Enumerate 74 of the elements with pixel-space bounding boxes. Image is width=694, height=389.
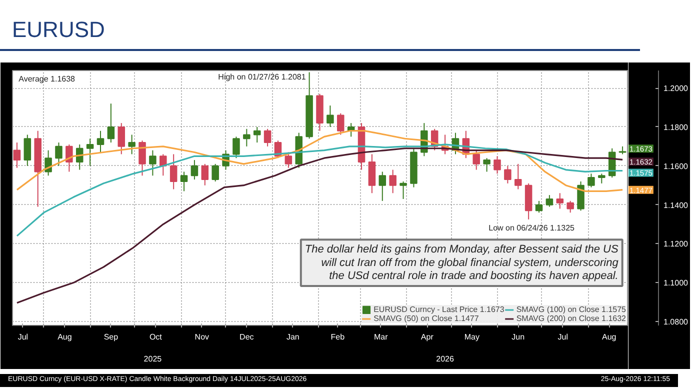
x-tick-label: Apr	[420, 332, 434, 342]
x-tick-label: Feb	[330, 332, 346, 342]
candlestick	[588, 173, 595, 188]
candlestick	[253, 126, 261, 144]
candlestick	[389, 169, 396, 194]
candlestick	[326, 105, 334, 128]
candlestick	[55, 142, 62, 166]
x-tick-label: Nov	[194, 332, 210, 342]
legend-label: EURUSD Curncy - Last Price 1.1673	[374, 305, 504, 314]
candlestick	[483, 158, 490, 172]
candlestick	[180, 171, 188, 192]
candlestick	[368, 154, 376, 194]
candlestick	[504, 165, 512, 184]
annotation: Average 1.1638	[18, 74, 76, 84]
candlestick	[232, 136, 240, 159]
candlestick	[598, 173, 606, 184]
candlestick	[107, 103, 115, 144]
candlestick	[160, 154, 167, 176]
candlestick	[400, 180, 407, 200]
y-tick-label: 1.2000	[664, 84, 689, 94]
candlestick	[13, 142, 21, 168]
x-tick-label: Sep	[104, 332, 119, 342]
legend-label: SMAVG (200) on Close 1.1632	[516, 314, 626, 323]
y-tick-label: 1.1000	[664, 278, 689, 288]
annotation: High on 01/27/26 1.2081	[218, 72, 306, 82]
candlestick	[86, 138, 94, 166]
candlestick	[243, 128, 250, 147]
candlestick	[170, 154, 178, 190]
candlestick	[138, 140, 146, 176]
candlestick	[24, 134, 32, 166]
candlestick	[577, 180, 584, 212]
candlestick	[472, 150, 480, 170]
chart-title: EURUSD	[0, 0, 640, 52]
y-tick-label: 1.1200	[664, 240, 689, 249]
legend-label: SMAVG (50) on Close 1.1477	[374, 314, 479, 323]
annotation: The dollar held its gains from Monday, after Bessent said the US will cut Iran off from the global financial system, underscoring the USd central role in trade and boosting its haven appeal.	[304, 244, 620, 282]
annotation: Low on 06/24/26 1.1325	[488, 223, 576, 232]
x-tick-label: Dec	[240, 332, 254, 342]
legend-label: SMAVG (100) on Close 1.1575	[516, 305, 626, 314]
y-tick-label: 1.1400	[664, 200, 689, 210]
candlestick	[264, 128, 272, 147]
candlestick	[212, 163, 219, 182]
y-tick-label: 1.1600	[664, 162, 689, 171]
candlestick	[190, 160, 198, 180]
candlestick	[76, 144, 84, 170]
candlestick	[566, 200, 574, 214]
x2-tick-label: 2026	[436, 354, 454, 364]
candlestick	[118, 122, 126, 155]
x-tick-label: Aug	[58, 332, 72, 342]
candlestick	[201, 163, 209, 186]
candlestick	[546, 194, 554, 208]
candlestick	[96, 130, 104, 153]
candlestick	[378, 171, 386, 202]
candlestick	[44, 150, 52, 176]
x-tick-label: Jun	[512, 332, 525, 342]
candlestick	[284, 152, 292, 168]
x-tick-label: Jul	[558, 332, 568, 342]
candlestick	[128, 134, 136, 155]
x-tick-label: Oct	[149, 332, 163, 342]
candlestick	[556, 192, 564, 210]
y-tick-label: 1.1800	[664, 122, 689, 132]
x-tick-label: Jul	[18, 332, 28, 342]
y-tick-label: 1.0800	[664, 318, 689, 327]
x-tick-label: Aug	[602, 332, 616, 342]
candlestick	[149, 150, 156, 176]
x2-tick-label: 2025	[144, 354, 162, 364]
candlestick	[514, 163, 522, 190]
x-tick-label: May	[464, 332, 480, 342]
candlestick	[494, 156, 501, 174]
candlestick	[337, 112, 344, 136]
x-tick-label: Jan	[286, 332, 300, 342]
candlestick	[66, 144, 73, 172]
candlestick	[535, 200, 543, 214]
x-tick-label: Mar	[374, 332, 388, 342]
